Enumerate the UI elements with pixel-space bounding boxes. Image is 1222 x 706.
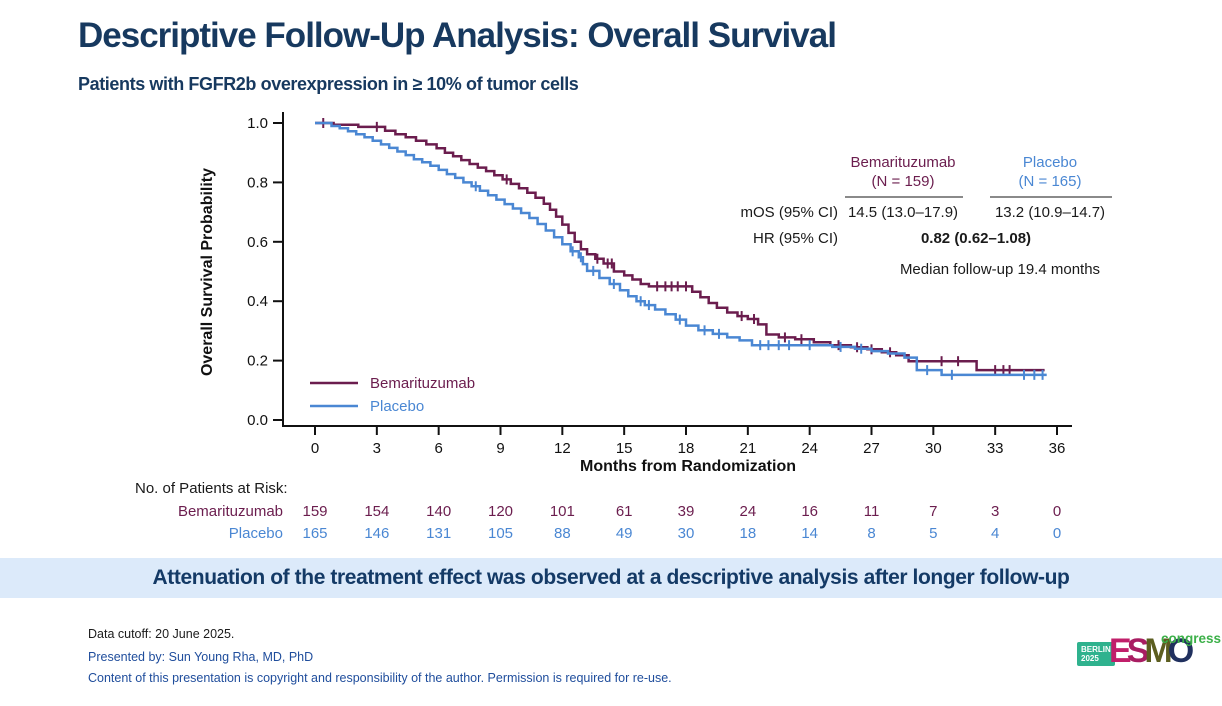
survival-curve-bemarituzumab xyxy=(315,121,1045,372)
footer-copyright: Content of this presentation is copyrigh… xyxy=(88,671,672,685)
x-tick-label: 0 xyxy=(311,440,319,457)
esmo-congress-logo: BERLIN 2025 ESMO congress xyxy=(1073,631,1222,679)
at-risk-count: 0 xyxy=(1052,503,1062,520)
at-risk-count: 105 xyxy=(487,525,514,542)
takeaway-banner: Attenuation of the treatment effect was … xyxy=(0,558,1222,598)
at-risk-count: 4 xyxy=(990,525,1000,542)
survival-curve-placebo xyxy=(315,121,1047,377)
stats-mos-bemarituzumab: 14.5 (13.0–17.9) xyxy=(847,204,959,221)
at-risk-count: 18 xyxy=(739,525,757,542)
at-risk-count: 39 xyxy=(677,503,695,520)
x-tick-label: 12 xyxy=(554,440,571,457)
at-risk-count: 131 xyxy=(426,525,452,542)
at-risk-count: 61 xyxy=(615,503,633,520)
at-risk-count: 14 xyxy=(801,525,818,542)
x-tick-label: 27 xyxy=(863,440,880,457)
stats-col-placebo-name: Placebo xyxy=(1022,154,1078,171)
at-risk-count: 120 xyxy=(487,503,514,520)
esmo-letter-e: E xyxy=(1109,632,1132,670)
legend-label-bemarituzumab: Bemarituzumab xyxy=(370,375,475,392)
x-tick-label: 3 xyxy=(373,440,381,457)
x-tick-label: 6 xyxy=(434,440,442,457)
esmo-badge-city: BERLIN xyxy=(1081,645,1111,654)
at-risk-count: 8 xyxy=(867,525,876,542)
footer-data-cutoff: Data cutoff: 20 June 2025. xyxy=(88,627,235,641)
y-tick-label: 0.6 xyxy=(247,234,268,251)
at-risk-count: 49 xyxy=(615,525,633,542)
x-tick-label: 15 xyxy=(616,440,633,457)
at-risk-count: 154 xyxy=(364,503,390,520)
y-tick-label: 0.2 xyxy=(247,353,268,370)
x-tick-label: 18 xyxy=(678,440,695,457)
footer-presented-by: Presented by: Sun Young Rha, MD, PhD xyxy=(88,650,314,664)
x-tick-label: 36 xyxy=(1049,440,1066,457)
stats-mos-label: mOS (95% CI) xyxy=(740,204,838,221)
legend-label-placebo: Placebo xyxy=(370,398,424,415)
page-subtitle: Patients with FGFR2b overexpression in ≥… xyxy=(78,74,579,94)
at-risk-count: 3 xyxy=(990,503,1000,520)
at-risk-count: 24 xyxy=(739,503,757,520)
x-tick-label: 24 xyxy=(801,440,818,457)
at-risk-count: 140 xyxy=(426,503,452,520)
esmo-congress-label: congress xyxy=(1161,631,1222,646)
x-tick-label: 9 xyxy=(496,440,504,457)
y-tick-label: 0.4 xyxy=(247,293,268,310)
at-risk-count: 159 xyxy=(302,503,328,520)
at-risk-count: 0 xyxy=(1052,525,1062,542)
esmo-berlin-badge: BERLIN 2025 xyxy=(1077,642,1115,667)
at-risk-count: 5 xyxy=(929,525,938,542)
y-tick-label: 1.0 xyxy=(247,115,268,132)
stats-hr-value: 0.82 (0.62–1.08) xyxy=(920,230,1032,247)
stats-rule-bemarituzumab xyxy=(845,196,963,198)
stats-mos-placebo: 13.2 (10.9–14.7) xyxy=(994,204,1106,221)
stats-col-bemarituzumab-name: Bemarituzumab xyxy=(850,154,956,171)
at-risk-count: 88 xyxy=(553,525,571,542)
km-survival-chart: 0.00.20.40.60.81.00 3 6 9 12 15 18 21 24 27 30 33 36… xyxy=(247,112,1072,457)
at-risk-count: 165 xyxy=(302,525,328,542)
stats-col-bemarituzumab-n: (N = 159) xyxy=(871,173,935,190)
x-tick-label: 30 xyxy=(925,440,942,457)
at-risk-label-placebo: Placebo xyxy=(228,525,283,542)
at-risk-count: 11 xyxy=(863,503,880,520)
page-title: Descriptive Follow-Up Analysis: Overall … xyxy=(78,16,837,55)
x-axis-title: Months from Randomization xyxy=(580,458,796,475)
at-risk-count: 7 xyxy=(929,503,938,520)
stats-col-placebo-n: (N = 165) xyxy=(1018,173,1082,190)
at-risk-count: 101 xyxy=(549,503,575,520)
at-risk-count: 30 xyxy=(677,525,695,542)
stats-median-followup-note: Median follow-up 19.4 months xyxy=(899,261,1101,278)
at-risk-count: 146 xyxy=(364,525,390,542)
stats-rule-placebo xyxy=(990,196,1112,198)
x-tick-label: 21 xyxy=(739,440,756,457)
stats-hr-label: HR (95% CI) xyxy=(752,230,838,247)
esmo-letter-s: S xyxy=(1126,632,1150,670)
at-risk-label-bemarituzumab: Bemarituzumab xyxy=(177,503,283,520)
at-risk-count: 16 xyxy=(801,503,818,520)
y-tick-label: 0.0 xyxy=(247,412,268,429)
at-risk-title: No. of Patients at Risk: xyxy=(135,480,288,497)
y-tick-label: 0.8 xyxy=(247,174,268,191)
esmo-badge-year: 2025 xyxy=(1081,654,1099,664)
x-tick-label: 33 xyxy=(987,440,1004,457)
